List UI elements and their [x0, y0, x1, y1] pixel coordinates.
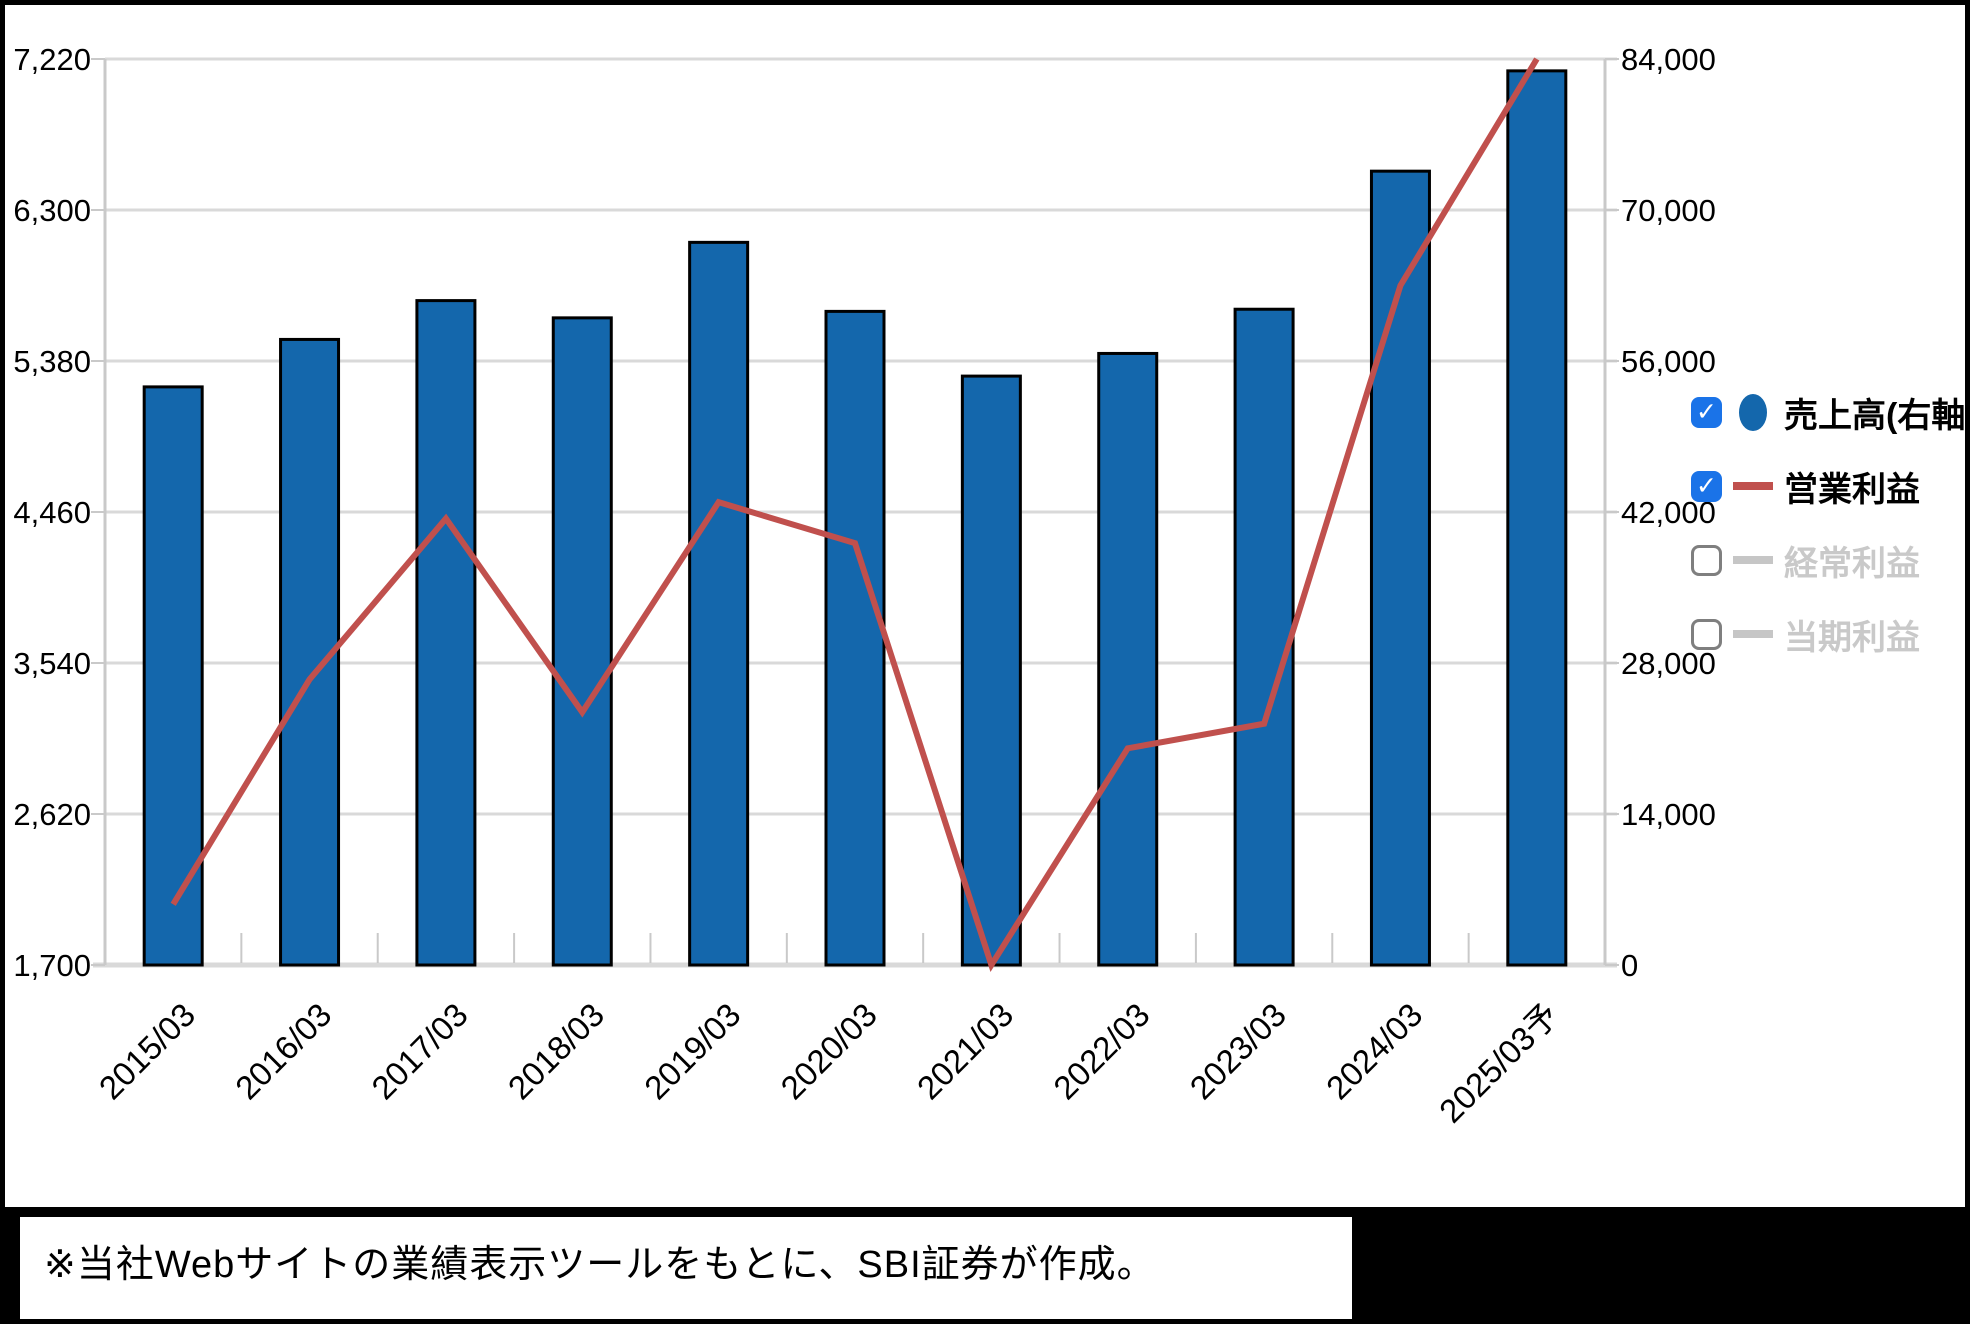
left-axis-tick-label: 4,460: [13, 495, 91, 530]
right-axis-tick-label: 28,000: [1621, 646, 1716, 681]
x-axis-label: 2024/03: [1319, 996, 1430, 1107]
source-note-box: ※当社Webサイトの業績表示ツールをもとに、SBI証券が作成。: [20, 1217, 1352, 1319]
source-note: ※当社Webサイトの業績表示ツールをもとに、SBI証券が作成。: [44, 1244, 1156, 1286]
x-axis-label: 2016/03: [228, 996, 339, 1107]
line-marker-icon: [1722, 630, 1784, 638]
legend-item-ordinary-profit[interactable]: 経常利益: [1691, 523, 1965, 597]
x-axis-label: 2025/03予: [1432, 996, 1566, 1130]
revenue-bar: [1233, 307, 1295, 967]
revenue-bar: [551, 316, 613, 967]
x-axis-label: 2019/03: [637, 996, 748, 1107]
x-axis-label: 2018/03: [501, 996, 612, 1107]
x-axis-label: 2022/03: [1046, 996, 1157, 1107]
legend-checkbox-sales[interactable]: ✓: [1691, 396, 1722, 428]
legend-label: 営業利益: [1784, 470, 1920, 509]
line-marker-icon: [1722, 482, 1784, 490]
right-axis-tick-label: 56,000: [1621, 344, 1716, 379]
legend-label: 当期利益: [1784, 618, 1920, 657]
legend-checkbox-ordinary-profit[interactable]: [1691, 544, 1722, 576]
left-axis-tick-label: 1,700: [13, 948, 91, 983]
circle-marker-icon: [1722, 393, 1784, 431]
left-axis-tick-label: 3,540: [13, 646, 91, 681]
x-axis-label: 2021/03: [910, 996, 1021, 1107]
checkmark-icon: ✓: [1696, 471, 1717, 500]
revenue-bar: [688, 240, 750, 967]
legend-checkbox-operating-profit[interactable]: ✓: [1691, 470, 1722, 502]
left-axis-tick-label: 7,220: [13, 42, 91, 77]
left-axis-tick-label: 6,300: [13, 193, 91, 228]
legend-checkbox-net-profit[interactable]: [1691, 618, 1722, 650]
x-axis-label: 2020/03: [773, 996, 884, 1107]
x-axis-label: 2017/03: [364, 996, 475, 1107]
revenue-bar: [415, 299, 477, 967]
line-marker-icon: [1722, 556, 1784, 564]
revenue-bar: [142, 385, 204, 967]
x-axis-label: 2015/03: [92, 996, 203, 1107]
revenue-bar: [279, 337, 341, 967]
legend-item-sales[interactable]: ✓ 売上高(右軸): [1691, 375, 1970, 449]
revenue-bar: [960, 374, 1022, 967]
bottom-bar: ※当社Webサイトの業績表示ツールをもとに、SBI証券が作成。: [5, 1207, 1965, 1319]
right-axis-tick-label: 70,000: [1621, 193, 1716, 228]
x-axis-label: 2023/03: [1183, 996, 1294, 1107]
left-axis-tick-label: 5,380: [13, 344, 91, 379]
right-axis-tick-label: 84,000: [1621, 42, 1716, 77]
right-axis-tick-label: 0: [1621, 948, 1638, 983]
left-axis-tick-label: 2,620: [13, 797, 91, 832]
right-axis-tick-label: 14,000: [1621, 797, 1716, 832]
revenue-bar: [1097, 351, 1159, 967]
chart-legend: ✓ 売上高(右軸) ✓ 営業利益経常利益当期利益: [1691, 375, 1970, 671]
revenue-bar: [824, 309, 886, 967]
legend-label: 売上高(右軸): [1784, 396, 1970, 435]
revenue-bar: [1369, 169, 1431, 967]
legend-item-operating-profit[interactable]: ✓ 営業利益: [1691, 449, 1965, 523]
revenue-bar: [1506, 69, 1568, 967]
legend-item-net-profit[interactable]: 当期利益: [1691, 597, 1965, 671]
checkmark-icon: ✓: [1696, 397, 1717, 426]
legend-label: 経常利益: [1784, 544, 1920, 583]
operating-profit-line: [170, 57, 1540, 973]
